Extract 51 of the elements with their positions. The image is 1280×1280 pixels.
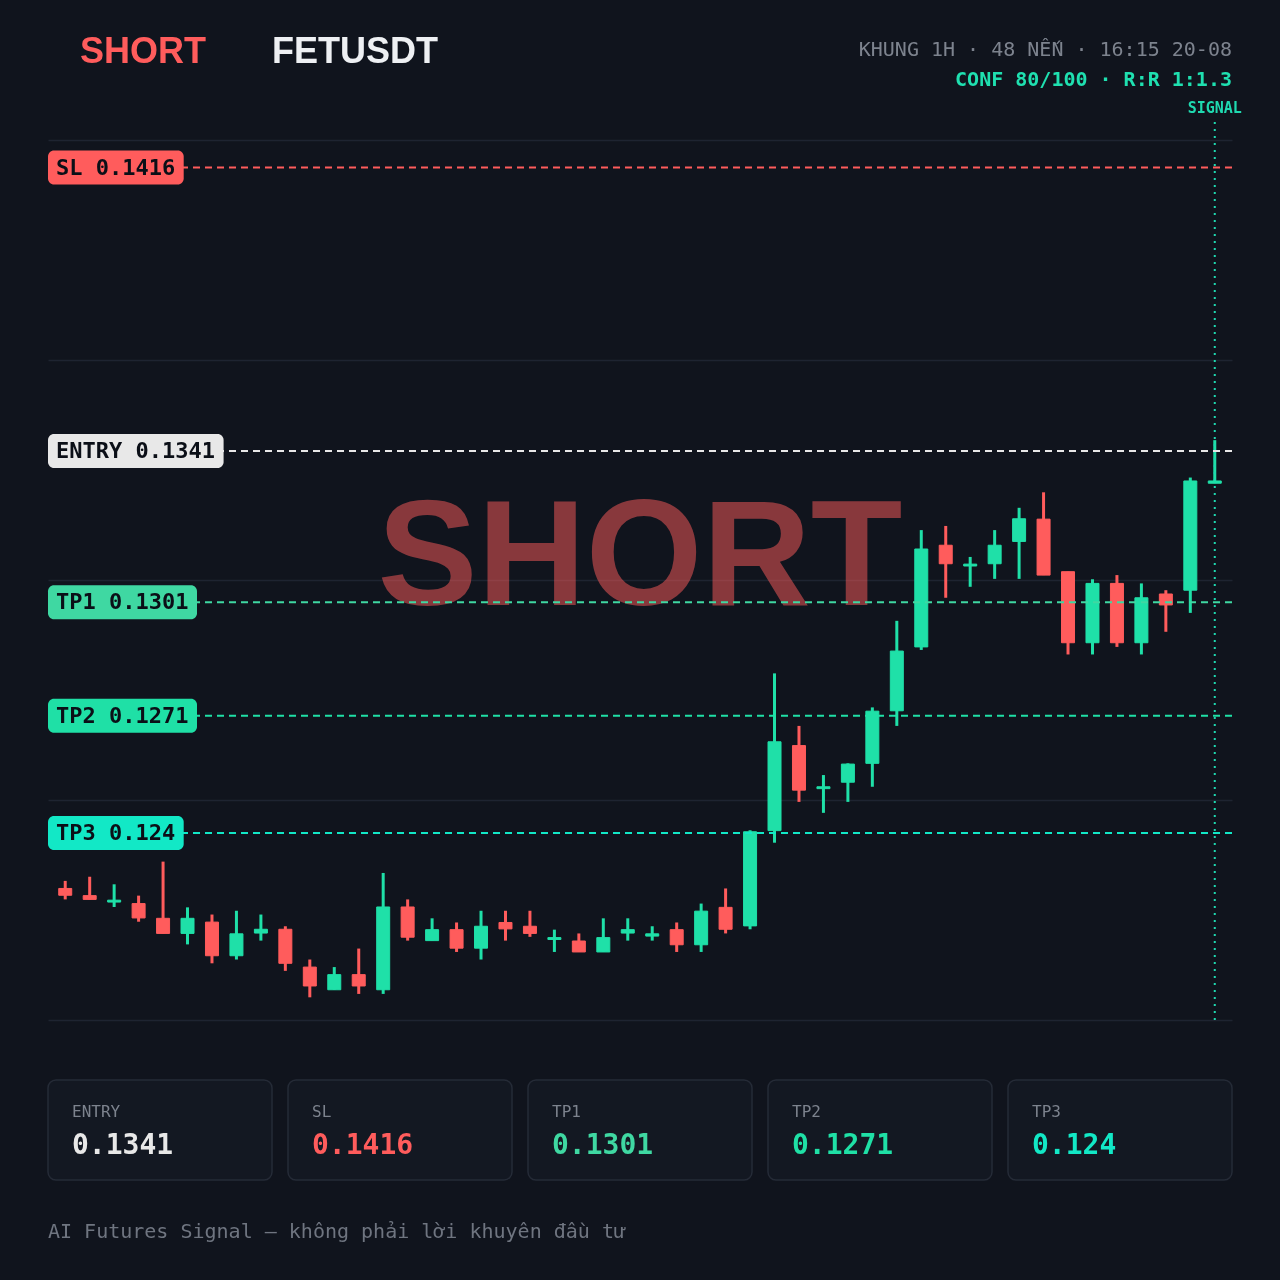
candlestick xyxy=(1158,590,1173,632)
candlestick xyxy=(522,909,537,937)
text: TP3 xyxy=(1032,1102,1061,1121)
ref-line-label: TP2 0.1271 xyxy=(56,702,189,728)
ref-line-label: ENTRY 0.1341 xyxy=(56,438,215,464)
candlestick xyxy=(840,763,855,802)
candlestick xyxy=(498,909,513,941)
candlestick xyxy=(229,909,244,960)
text: SIGNAL xyxy=(1187,99,1242,117)
candlestick xyxy=(253,914,268,941)
annotation: SHORT xyxy=(377,469,903,637)
candlestick xyxy=(987,530,1002,579)
candlestick xyxy=(718,888,733,934)
chart-subtitle: FETUSDT xyxy=(272,30,438,71)
ref-line-label: TP1 0.1301 xyxy=(56,589,189,615)
text: ENTRY xyxy=(72,1102,121,1121)
candlestick xyxy=(571,933,586,953)
text: TP1 xyxy=(552,1102,581,1121)
candlestick xyxy=(180,907,195,945)
text: KHUNG 1H · 48 NẾN · 16:15 20-08 xyxy=(858,37,1232,61)
chart-title: SHORT xyxy=(80,30,207,71)
candlestick xyxy=(596,918,611,953)
candlestick xyxy=(302,959,317,998)
candlestick xyxy=(156,861,171,934)
candlestick xyxy=(82,876,97,900)
ref-line-label: TP3 0.124 xyxy=(56,819,176,845)
candlestick xyxy=(547,929,562,952)
text: 0.1301 xyxy=(552,1128,654,1161)
candlestick xyxy=(131,895,146,922)
candlestick xyxy=(620,918,635,941)
candlestick xyxy=(963,555,978,587)
text: SL xyxy=(312,1102,332,1121)
ref-line-label: SL 0.1416 xyxy=(56,154,176,180)
candlestick xyxy=(1012,506,1027,579)
text: 0.1416 xyxy=(312,1128,414,1161)
candlestick xyxy=(669,922,684,952)
text: 0.1271 xyxy=(792,1128,894,1161)
text: TP2 xyxy=(792,1102,821,1121)
candlestick xyxy=(816,775,831,813)
text: AI Futures Signal — không phải lời khuyên đầu tư xyxy=(48,1219,626,1243)
candlestick xyxy=(938,524,953,598)
candlestick xyxy=(351,948,366,994)
candlestick xyxy=(449,922,464,952)
candlestick xyxy=(474,909,489,960)
text: CONF 80/100 · R:R 1:1.3 xyxy=(955,67,1232,91)
text: 0.124 xyxy=(1032,1128,1117,1161)
candlestick xyxy=(107,884,122,907)
candlestick xyxy=(58,879,73,900)
candlestick xyxy=(425,918,440,942)
candlestick xyxy=(327,967,342,991)
text: 0.1341 xyxy=(72,1128,174,1161)
